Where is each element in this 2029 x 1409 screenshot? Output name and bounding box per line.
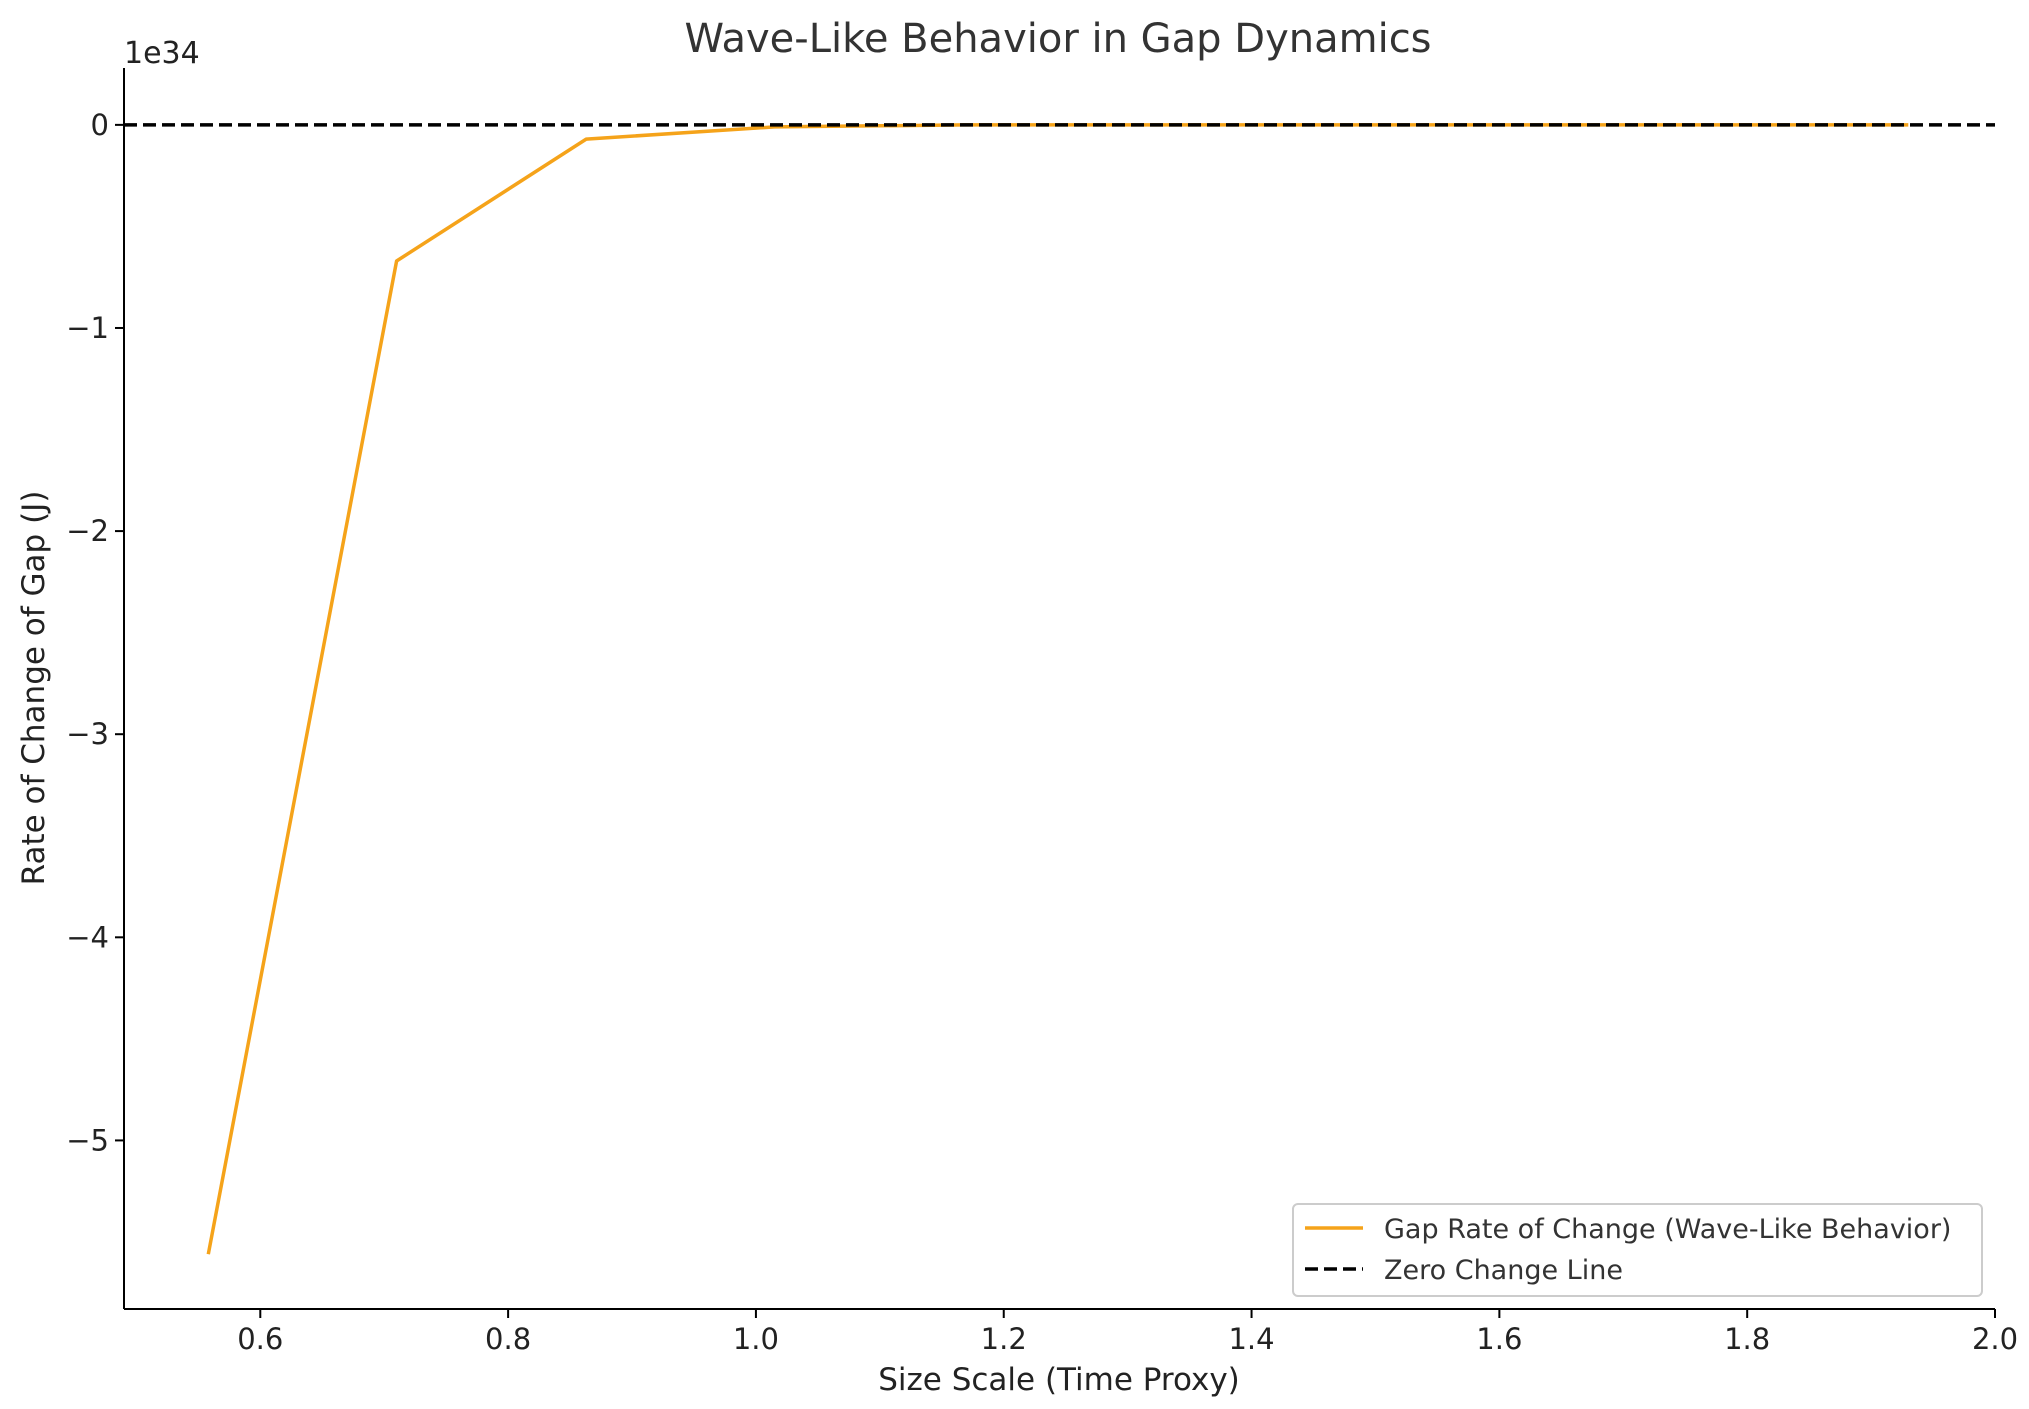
y-ticks: 0 −1 −2 −3 −4 −5 (66, 108, 124, 1157)
y-tick-label: −4 (66, 920, 109, 954)
y-offset-label: 1e34 (124, 36, 200, 71)
x-tick-label: 1.4 (1228, 1322, 1274, 1356)
x-tick-label: 1.0 (733, 1322, 779, 1356)
legend-box (1292, 1203, 1983, 1297)
y-axis-label: Rate of Change of Gap (J) (16, 491, 52, 886)
y-tick-label: −1 (66, 311, 109, 345)
x-tick-label: 1.8 (1724, 1322, 1770, 1356)
x-tick-label: 1.6 (1476, 1322, 1522, 1356)
x-tick-label: 1.2 (981, 1322, 1027, 1356)
plot-lines (124, 123, 1995, 1255)
x-tick-label: 2.0 (1972, 1322, 2018, 1356)
chart-title: Wave-Like Behavior in Gap Dynamics (684, 16, 1431, 62)
x-ticks: 0.6 0.8 1.0 1.2 1.4 1.6 1.8 2.0 (237, 1309, 2018, 1356)
legend-label-series-1: Gap Rate of Change (Wave-Like Behavior) (1384, 1214, 1951, 1245)
y-tick-label: −5 (66, 1123, 109, 1157)
series-line-1 (206, 123, 1909, 1255)
x-tick-label: 0.8 (485, 1322, 531, 1356)
legend-label-series-2: Zero Change Line (1384, 1255, 1623, 1286)
y-tick-label: 0 (91, 108, 109, 142)
y-tick-label: −3 (66, 717, 109, 751)
legend: Gap Rate of Change (Wave-Like Behavior) … (1292, 1203, 1983, 1297)
x-tick-label: 0.6 (237, 1322, 283, 1356)
y-tick-label: −2 (66, 514, 109, 548)
x-axis-label: Size Scale (Time Proxy) (878, 1362, 1240, 1398)
